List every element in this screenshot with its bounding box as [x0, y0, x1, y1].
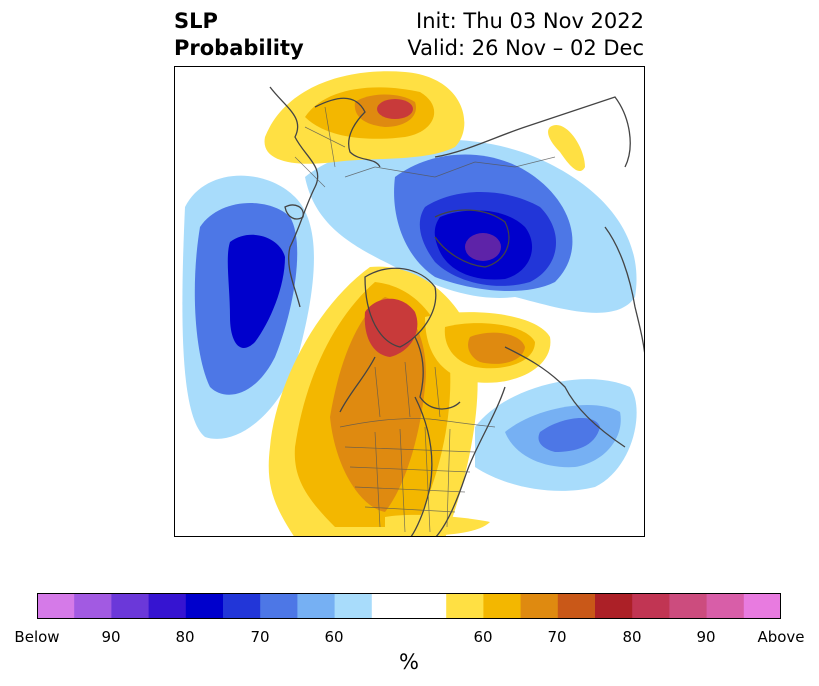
probability-map: [174, 66, 645, 537]
chart-title-variable: SLP Probability: [174, 8, 304, 62]
coast-hudson-bay: [414, 336, 461, 410]
colorbar-segment: [669, 593, 708, 619]
colorbar-segment: [223, 593, 261, 619]
colorbar-segment: [37, 593, 75, 619]
colorbar: [37, 593, 781, 619]
colorbar-segment: [371, 593, 410, 619]
coast-canada-north: [339, 356, 376, 413]
pacific-low-80: [538, 417, 600, 452]
map-svg: [182, 71, 644, 536]
colorbar-segment: [483, 593, 522, 619]
cbar-tick-90-below: 90: [101, 628, 121, 646]
chart-title-dates: Init: Thu 03 Nov 2022 Valid: 26 Nov – 02…: [407, 8, 644, 62]
colorbar-segment: [706, 593, 745, 619]
colorbar-segment: [446, 593, 484, 619]
coast-siberia: [434, 96, 631, 168]
border-us-states-1: [344, 446, 476, 513]
colorbar-segment: [520, 593, 559, 619]
cbar-tick-60-below: 60: [324, 628, 344, 646]
scandi-high-peak: [377, 99, 413, 119]
coast-north-america-east: [410, 396, 433, 536]
colorbar-segment: [595, 593, 633, 619]
cbar-tick-80-below: 80: [175, 628, 195, 646]
colorbar-segment: [297, 593, 336, 619]
na-high-80: [364, 298, 418, 357]
coastlines: [269, 86, 644, 536]
cbar-tick-above: Above: [757, 628, 805, 646]
siberia-high-60: [548, 125, 585, 172]
valid-date-label: Valid: 26 Nov – 02 Dec: [407, 36, 644, 60]
title-variable-line2: Probability: [174, 36, 304, 60]
coast-north-america-west: [435, 386, 506, 536]
title-variable-line1: SLP: [174, 9, 218, 33]
arctic-low-peak: [465, 233, 501, 261]
colorbar-segment: [409, 593, 447, 619]
init-date-label: Init: Thu 03 Nov 2022: [416, 9, 644, 33]
colorbar-unit-label: %: [399, 650, 419, 674]
borders: [294, 106, 556, 533]
colorbar-segment: [334, 593, 373, 619]
coast-scandinavia: [314, 97, 381, 168]
coast-europe: [269, 86, 319, 308]
atlantic-low-80: [227, 234, 285, 348]
border-europe: [294, 106, 376, 188]
colorbar-segment: [74, 593, 112, 619]
colorbar-segment: [148, 593, 187, 619]
colorbar-segment: [743, 593, 781, 619]
colorbar-segment: [260, 593, 298, 619]
cbar-tick-80-above: 80: [622, 628, 642, 646]
colorbar-segment: [111, 593, 150, 619]
coast-iceland: [284, 204, 304, 220]
cbar-tick-90-above: 90: [696, 628, 716, 646]
mexico-high-60: [385, 514, 490, 536]
coast-greenland: [364, 267, 437, 348]
border-us-states-2: [374, 426, 451, 533]
cbar-tick-70-above: 70: [547, 628, 567, 646]
colorbar-outline: [37, 593, 781, 619]
coast-arctic-archipelago: [434, 209, 510, 268]
cbar-tick-below: Below: [14, 628, 60, 646]
hudson-high-70: [468, 332, 525, 364]
coast-asia-east: [604, 226, 644, 353]
colorbar-segment: [185, 593, 224, 619]
cbar-tick-60-above: 60: [473, 628, 493, 646]
cbar-tick-70-below: 70: [250, 628, 270, 646]
colorbar-segment: [557, 593, 596, 619]
border-us-canada: [339, 418, 496, 428]
border-russia: [374, 156, 556, 178]
border-canada-prov: [374, 361, 441, 418]
coast-alaska: [504, 346, 626, 448]
colorbar-segment: [632, 593, 670, 619]
